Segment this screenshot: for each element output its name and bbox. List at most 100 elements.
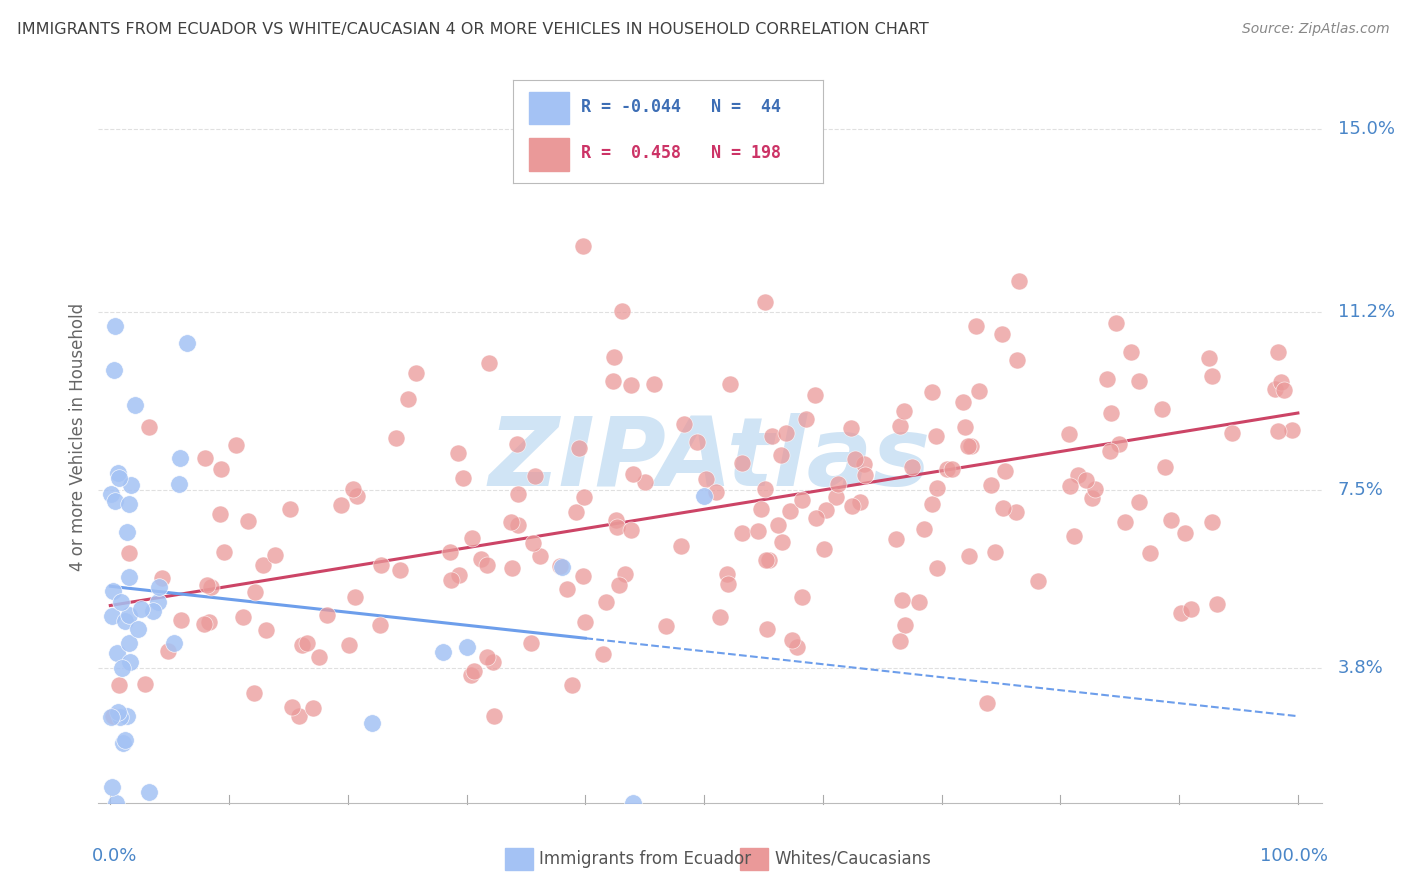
Point	[1084, 482, 1107, 496]
Point	[475, 558, 498, 572]
Point	[844, 451, 866, 466]
Point	[889, 419, 911, 434]
Point	[595, 595, 617, 609]
Point	[1005, 505, 1028, 519]
Point	[790, 590, 813, 604]
Point	[1180, 602, 1202, 616]
Point	[730, 526, 752, 541]
Point	[908, 595, 931, 609]
Point	[634, 475, 657, 490]
Point	[900, 460, 922, 475]
Point	[889, 633, 911, 648]
Point	[758, 552, 780, 566]
Point	[925, 428, 948, 442]
Point	[114, 615, 136, 629]
Point	[236, 514, 259, 528]
Point	[794, 412, 817, 426]
Point	[110, 595, 132, 609]
Point	[242, 686, 264, 700]
Point	[957, 549, 980, 564]
Point	[523, 468, 546, 483]
Point	[146, 595, 169, 609]
Point	[621, 467, 644, 481]
Point	[252, 558, 274, 572]
Point	[212, 545, 235, 559]
Point	[786, 640, 808, 654]
Point	[342, 482, 364, 496]
Point	[114, 732, 136, 747]
Point	[572, 568, 595, 582]
Point	[520, 636, 543, 650]
Point	[685, 434, 707, 449]
Point	[572, 490, 595, 504]
Point	[825, 490, 848, 504]
Point	[1128, 494, 1150, 508]
Point	[100, 710, 122, 724]
Point	[1170, 606, 1192, 620]
Point	[176, 335, 198, 350]
Point	[368, 618, 391, 632]
Point	[813, 542, 835, 557]
Point	[927, 481, 949, 495]
Point	[1005, 353, 1028, 368]
Point	[959, 439, 981, 453]
Point	[370, 558, 392, 573]
Point	[197, 578, 219, 592]
Point	[766, 517, 789, 532]
Point	[775, 425, 797, 440]
Point	[921, 384, 943, 399]
Point	[953, 420, 976, 434]
Point	[118, 569, 141, 583]
Point	[1264, 382, 1286, 396]
Point	[756, 623, 779, 637]
Point	[1074, 473, 1097, 487]
Point	[1220, 426, 1243, 441]
Point	[1128, 374, 1150, 388]
Point	[620, 378, 643, 392]
Point	[841, 499, 863, 513]
Point	[461, 531, 484, 545]
Point	[1267, 424, 1289, 438]
Point	[118, 497, 141, 511]
Point	[163, 636, 186, 650]
Point	[115, 709, 138, 723]
Point	[1114, 516, 1136, 530]
Point	[506, 437, 529, 451]
Point	[100, 487, 122, 501]
Point	[1063, 529, 1085, 543]
Text: 3.8%: 3.8%	[1337, 659, 1384, 677]
Text: Immigrants from Ecuador: Immigrants from Ecuador	[538, 850, 751, 868]
Point	[839, 421, 862, 435]
Point	[225, 438, 247, 452]
Point	[1153, 460, 1175, 475]
Point	[232, 609, 254, 624]
Point	[1272, 383, 1295, 397]
Point	[574, 615, 596, 629]
Text: 15.0%: 15.0%	[1337, 120, 1395, 138]
Point	[779, 504, 801, 518]
Point	[110, 710, 132, 724]
Bar	[740, 848, 768, 870]
Point	[198, 615, 221, 630]
Point	[603, 351, 626, 365]
Point	[815, 502, 838, 516]
Point	[463, 664, 485, 678]
Point	[980, 477, 1002, 491]
Point	[1098, 443, 1121, 458]
Point	[118, 546, 141, 560]
Point	[1059, 479, 1081, 493]
Point	[792, 493, 814, 508]
Point	[120, 477, 142, 491]
Point	[108, 678, 131, 692]
Point	[693, 489, 716, 503]
Point	[150, 571, 173, 585]
Point	[118, 608, 141, 623]
Point	[706, 484, 728, 499]
Point	[1095, 372, 1118, 386]
Point	[620, 524, 643, 538]
Point	[1281, 423, 1303, 437]
Point	[550, 559, 572, 574]
Point	[884, 532, 907, 546]
Point	[731, 456, 754, 470]
Point	[1150, 401, 1173, 416]
